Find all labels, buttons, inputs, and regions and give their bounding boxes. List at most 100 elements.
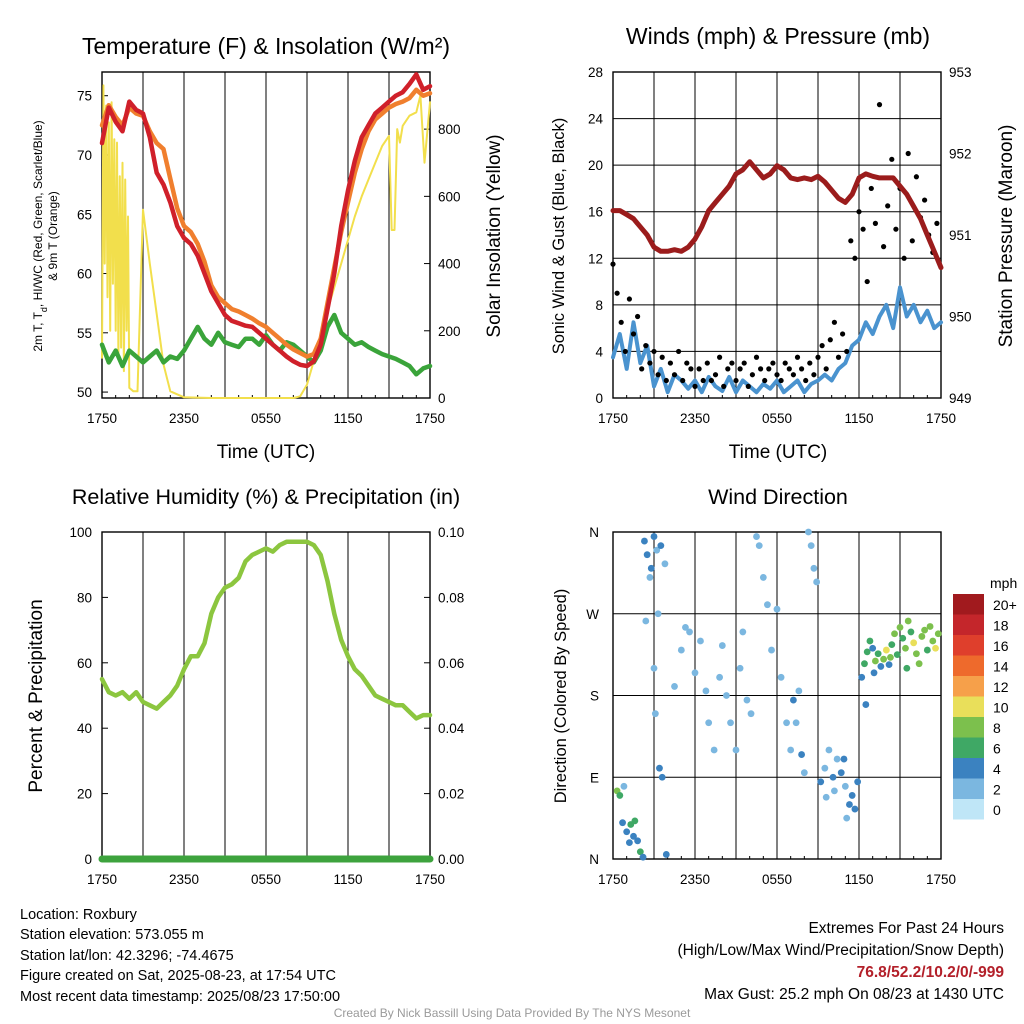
gust-point — [667, 360, 674, 366]
gust-point — [856, 209, 862, 215]
gust-point — [864, 278, 870, 285]
gust-point — [712, 372, 719, 378]
plot-frame — [612, 71, 942, 399]
wdir-ylabel: Direction (Colored By Speed) — [552, 589, 570, 804]
direction-point — [718, 642, 726, 649]
plot-frame — [612, 531, 942, 860]
gust-point — [610, 261, 616, 267]
y-tick-label: 28 — [588, 65, 603, 80]
gust-point — [647, 360, 653, 366]
direction-point — [790, 696, 797, 704]
gust-point — [786, 366, 792, 372]
y2-tick-label: 952 — [949, 147, 972, 162]
x-tick-label: 2350 — [680, 872, 710, 887]
gust-point — [893, 226, 899, 232]
winds-panel: 1750 2350 0550 1150 1750 0 4 8 12 16 20 24 28 949 950 9… — [588, 65, 972, 426]
direction-point — [753, 533, 760, 540]
pressure-line — [610, 159, 944, 271]
gust-point — [729, 360, 735, 366]
gust-point — [762, 377, 768, 384]
gust-point — [889, 156, 895, 162]
gust-point — [934, 220, 940, 226]
extremes-info: Extremes For Past 24 Hours (High/Low/Max… — [678, 918, 1005, 1006]
temp-xlabel: Time (UTC) — [217, 442, 316, 463]
direction-point — [739, 628, 747, 636]
gust-point — [778, 377, 784, 384]
gust-point — [659, 354, 665, 360]
direction-point — [657, 542, 665, 550]
y-tick-label: 24 — [588, 112, 604, 127]
x-tick-label: 0550 — [762, 411, 792, 426]
legend-swatch — [953, 696, 984, 717]
direction-point — [880, 655, 887, 663]
legend-swatch — [953, 655, 984, 676]
direction-point — [904, 617, 912, 625]
y-tick-label: 40 — [77, 721, 92, 736]
gust-point — [688, 366, 694, 372]
legend-label: 10 — [993, 700, 1009, 716]
station-latlon: Station lat/lon: 42.3296; -74.4675 — [20, 947, 234, 964]
legend-label: 20+ — [993, 597, 1017, 613]
x-tick-label: 1150 — [333, 411, 362, 426]
direction-point — [899, 634, 907, 642]
y-tick-label: 65 — [77, 207, 92, 222]
direction-point — [646, 574, 654, 581]
gust-point — [635, 313, 641, 320]
direction-point — [697, 637, 704, 645]
direction-point — [662, 851, 670, 858]
gust-point — [782, 360, 788, 366]
y2-tick-label: 0.08 — [438, 590, 464, 605]
direction-point — [918, 633, 926, 640]
direction-point — [650, 664, 658, 672]
gust-point — [835, 354, 842, 360]
legend-swatch — [953, 614, 984, 635]
gust-point — [844, 348, 850, 355]
gust-point — [909, 238, 915, 244]
direction-point — [743, 696, 751, 704]
direction-point — [798, 751, 805, 758]
wind-xlabel: Time (UTC) — [729, 442, 828, 463]
direction-point — [650, 533, 658, 540]
gust-point — [696, 366, 702, 372]
direction-point — [923, 646, 931, 654]
temp-ylabel-part1: 2m T, T — [31, 311, 45, 351]
direction-point — [821, 764, 829, 772]
wind-title: Winds (mph) & Pressure (mb) — [626, 23, 930, 49]
gust-point — [860, 226, 866, 232]
direction-point — [626, 839, 633, 847]
gust-point — [766, 366, 772, 372]
x-tick-label: 2350 — [169, 872, 199, 887]
gust-point — [639, 366, 645, 372]
gust-point — [868, 185, 874, 192]
direction-point — [616, 792, 624, 799]
gust-point — [803, 377, 809, 384]
x-tick-label: 1750 — [598, 872, 628, 887]
direction-point — [658, 773, 666, 781]
y-tick-label: S — [590, 689, 599, 704]
gust-point — [676, 348, 682, 355]
direction-point — [877, 663, 885, 670]
direction-point — [631, 817, 639, 825]
y2-tick-label: 0 — [438, 391, 446, 406]
y2-tick-label: 951 — [949, 228, 972, 243]
legend-swatch — [953, 758, 984, 779]
speed-color-legend: mph 20+ 18 16 14 12 10 8 6 4 2 0 — [953, 575, 1017, 820]
direction-point — [723, 692, 730, 699]
gust-point — [680, 377, 686, 384]
direction-point — [846, 801, 853, 808]
gust-point — [651, 348, 657, 355]
legend-label: 8 — [993, 720, 1001, 736]
x-tick-label: 1750 — [87, 872, 117, 887]
y-tick-label: 0 — [595, 391, 603, 406]
y-tick-label: 60 — [77, 656, 92, 671]
direction-point — [654, 610, 662, 618]
x-tick-label: 1150 — [844, 872, 873, 887]
y-tick-label: 16 — [588, 205, 603, 220]
gust-point — [622, 348, 628, 355]
gust-point — [807, 360, 813, 366]
station-location: Location: Roxbury — [20, 907, 137, 923]
temp-y2label: Solar Insolation (Yellow) — [484, 134, 505, 337]
direction-point — [848, 792, 856, 799]
max-gust: Max Gust: 25.2 mph On 08/23 at 1430 UTC — [704, 986, 1004, 1003]
y-tick-label: N — [589, 852, 599, 867]
